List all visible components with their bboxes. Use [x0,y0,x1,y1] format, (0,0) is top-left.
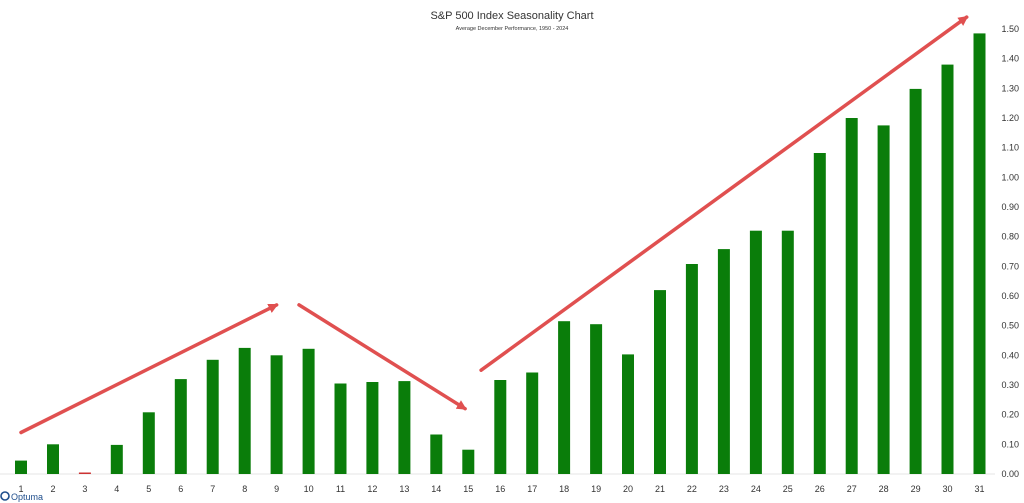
bar-day-25 [781,230,794,474]
bar-day-10 [302,348,315,474]
trend-arrows-group [19,15,969,435]
x-tick-label-10: 10 [304,484,314,494]
y-tick-label: 1.00 [1001,172,1019,182]
bar-day-11 [334,383,347,474]
x-tick-label-18: 18 [559,484,569,494]
bar-day-28 [877,125,890,475]
x-tick-label-20: 20 [623,484,633,494]
y-tick-label: 0.00 [1001,469,1019,479]
x-tick-label-8: 8 [242,484,247,494]
x-tick-label-3: 3 [82,484,87,494]
bar-day-26 [813,153,826,474]
y-tick-label: 0.40 [1001,350,1019,360]
x-tick-label-13: 13 [399,484,409,494]
y-tick-label: 1.40 [1001,54,1019,64]
y-tick-label: 1.20 [1001,113,1019,123]
trend-arrow-3 [479,15,969,372]
chart-subtitle: Average December Performance, 1950 - 202… [456,26,569,32]
bar-day-24 [749,230,762,474]
bar-day-29 [909,88,922,475]
y-tick-label: 1.50 [1001,24,1019,34]
x-tick-label-6: 6 [178,484,183,494]
bar-day-4 [110,444,123,474]
x-tick-label-19: 19 [591,484,601,494]
y-tick-labels: 0.00 0.10 0.20 0.30 0.40 0.50 0.60 0.70 0.80 0.90… [1001,24,1019,479]
x-tick-label-9: 9 [274,484,279,494]
bar-day-18 [558,321,571,474]
x-tick-label-14: 14 [431,484,441,494]
y-tick-label: 0.20 [1001,410,1019,420]
bars-group [15,33,986,475]
x-tick-label-27: 27 [847,484,857,494]
optuma-logo-icon [0,491,10,501]
x-tick-label-31: 31 [974,484,984,494]
y-tick-label: 0.10 [1001,439,1019,449]
y-tick-label: 0.30 [1001,380,1019,390]
bar-day-16 [494,380,507,474]
bar-day-7 [206,359,219,474]
bar-day-27 [845,118,858,474]
y-tick-label: 0.70 [1001,261,1019,271]
trend-arrow-2 [297,303,467,411]
x-tick-label-28: 28 [879,484,889,494]
x-tick-label-23: 23 [719,484,729,494]
y-tick-label: 0.50 [1001,321,1019,331]
bar-day-17 [526,372,539,474]
bar-day-13 [398,381,411,474]
bar-day-9 [270,355,283,474]
optuma-logo-text: Optuma [11,492,43,502]
x-tick-label-25: 25 [783,484,793,494]
bar-day-12 [366,382,379,474]
y-tick-label: 0.60 [1001,291,1019,301]
x-tick-label-26: 26 [815,484,825,494]
x-tick-label-7: 7 [210,484,215,494]
x-tick-label-22: 22 [687,484,697,494]
bar-day-2 [47,444,59,474]
bar-day-8 [238,347,251,474]
bar-day-19 [590,324,603,474]
chart-title: S&P 500 Index Seasonality Chart [430,10,593,22]
x-tick-label-24: 24 [751,484,761,494]
bar-day-21 [654,290,666,474]
x-tick-label-12: 12 [367,484,377,494]
x-tick-label-30: 30 [942,484,952,494]
x-tick-labels: 1 2 3 4 5 6 7 8 9 10 11 12 13 14 15 16 17 18 19 20 21 22 23 24 2… [18,484,984,494]
bar-day-6 [174,379,187,474]
bar-day-30 [941,64,954,474]
x-tick-label-11: 11 [336,484,345,494]
y-tick-label: 1.10 [1001,143,1019,153]
x-tick-label-4: 4 [114,484,119,494]
bar-day-15 [462,449,475,474]
x-tick-label-17: 17 [527,484,537,494]
bar-day-1 [15,460,27,474]
x-tick-label-16: 16 [495,484,505,494]
bar-day-3 [78,472,91,474]
y-tick-label: 0.90 [1001,202,1019,212]
y-tick-label: 0.80 [1001,232,1019,242]
bar-day-23 [717,249,730,474]
bar-day-22 [685,264,698,474]
trend-arrow-1 [19,303,279,435]
x-tick-label-1: 1 [18,484,23,494]
bar-day-20 [622,354,634,474]
optuma-logo: Optuma [0,491,43,502]
bar-day-5 [142,412,155,474]
y-tick-label: 1.30 [1001,83,1019,93]
bar-day-14 [430,434,443,474]
x-tick-label-29: 29 [911,484,921,494]
x-tick-label-2: 2 [50,484,55,494]
x-tick-label-15: 15 [463,484,473,494]
x-tick-label-5: 5 [146,484,151,494]
x-tick-label-21: 21 [655,484,665,494]
bar-day-31 [973,33,986,475]
